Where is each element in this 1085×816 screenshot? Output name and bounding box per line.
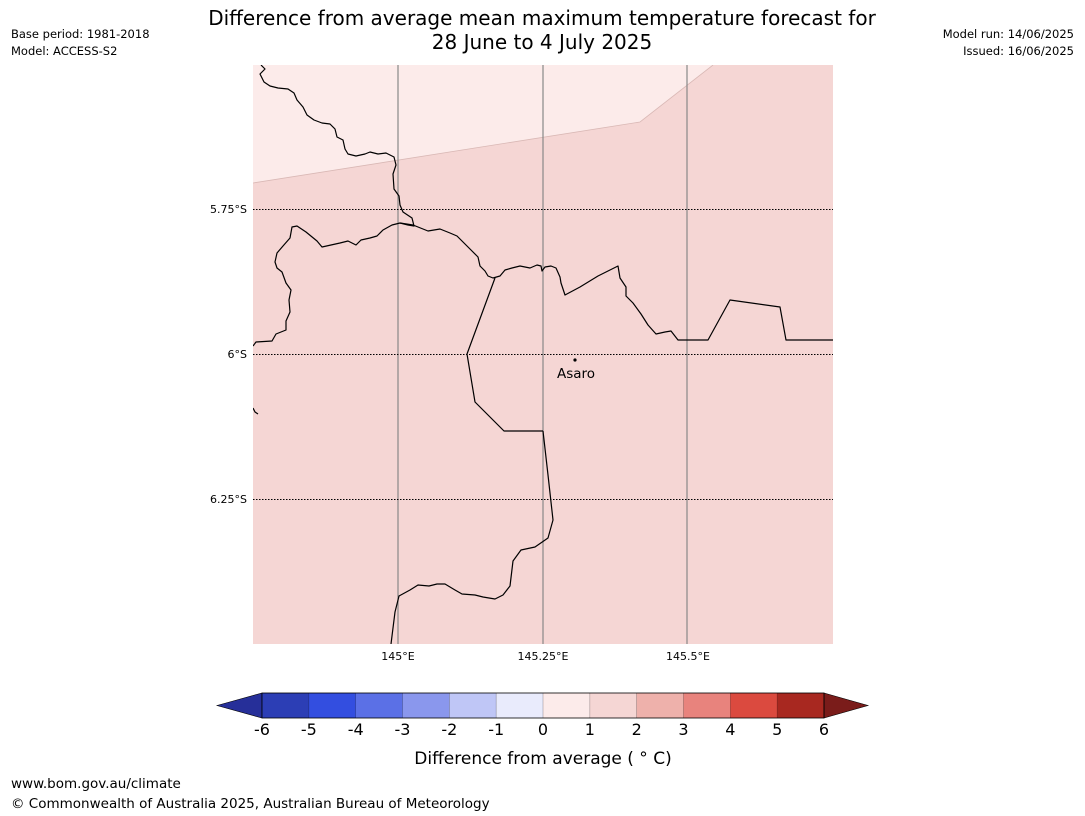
colorbar-tick-label: 3 [678, 720, 688, 739]
lat-label-6-25: 6.25°S [210, 493, 247, 506]
colorbar-box [355, 693, 403, 718]
colorbar-box [589, 693, 637, 718]
colorbar-box [449, 693, 497, 718]
issued-text: Issued: 16/06/2025 [963, 44, 1074, 58]
lon-label-145-5: 145.5°E [666, 650, 710, 663]
colorbar-tick-label: -3 [395, 720, 411, 739]
lon-label-145: 145°E [381, 650, 414, 663]
boundary-south [390, 430, 554, 644]
base-period-text: Base period: 1981-2018 [11, 27, 150, 41]
colorbar-frame [261, 692, 825, 719]
asaro-label: Asaro [557, 366, 595, 382]
model-text: Model: ACCESS-S2 [11, 44, 118, 58]
colorbar-tick-label: -1 [488, 720, 504, 739]
colorbar-box [496, 693, 544, 718]
metadata-right: Model run: 14/06/2025 Issued: 16/06/2025 [943, 26, 1074, 60]
boundary-west-upper [466, 277, 543, 432]
model-run-text: Model run: 14/06/2025 [942, 27, 1074, 41]
colorbar-box [402, 693, 450, 718]
anomaly-zone-0-to-1 [253, 65, 713, 183]
colorbar-box [730, 693, 778, 718]
colorbar-extend-low [215, 692, 263, 719]
colorbar: -6 -5 -4 -3 -2 -1 0 1 2 3 4 5 6 Difference from aver… [215, 692, 870, 769]
metadata-left: Base period: 1981-2018 Model: ACCESS-S2 [11, 26, 150, 60]
colorbar-tick-label: -2 [441, 720, 457, 739]
footer-url: www.bom.gov.au/climate [11, 776, 181, 792]
colorbar-boxes [262, 693, 825, 718]
colorbar-tick-label: 5 [772, 720, 782, 739]
colorbar-title: Difference from average ( ° C) [414, 749, 671, 769]
colorbar-tick-label: -6 [254, 720, 270, 739]
colorbar-tick-label: -5 [301, 720, 317, 739]
lat-label-5-75: 5.75°S [210, 203, 247, 216]
footer-copyright: © Commonwealth of Australia 2025, Austra… [11, 796, 490, 812]
asaro-marker [573, 358, 577, 362]
footer: www.bom.gov.au/climate © Commonwealth of… [11, 774, 490, 814]
map-title: Difference from average mean maximum tem… [142, 6, 942, 54]
colorbar-box [683, 693, 731, 718]
title-line-1: Difference from average mean maximum tem… [208, 6, 876, 30]
colorbar-box [636, 693, 684, 718]
boundary-central [399, 222, 833, 341]
province-boundaries [253, 65, 833, 644]
colorbar-tick-label: 2 [632, 720, 642, 739]
colorbar-box [777, 693, 825, 718]
colorbar-tick-label: -4 [348, 720, 364, 739]
colorbar-box [543, 693, 591, 718]
colorbar-tick-labels: -6 -5 -4 -3 -2 -1 0 1 2 3 4 5 6 [254, 720, 829, 739]
colorbar-tick-label: 4 [725, 720, 735, 739]
colorbar-tick-label: 6 [819, 720, 829, 739]
anomaly-contour [253, 65, 714, 184]
lat-label-6: 6°S [228, 348, 247, 361]
colorbar-tick-label: 0 [538, 720, 548, 739]
colorbar-box [308, 693, 356, 718]
title-line-2: 28 June to 4 July 2025 [431, 30, 653, 54]
boundary-west-fragment [253, 407, 259, 415]
lon-label-145-25: 145.25°E [518, 650, 569, 663]
colorbar-extend-high [823, 692, 870, 719]
colorbar-tick-label: 1 [585, 720, 595, 739]
colorbar-box [262, 693, 310, 718]
map-panel: Asaro [253, 65, 833, 644]
